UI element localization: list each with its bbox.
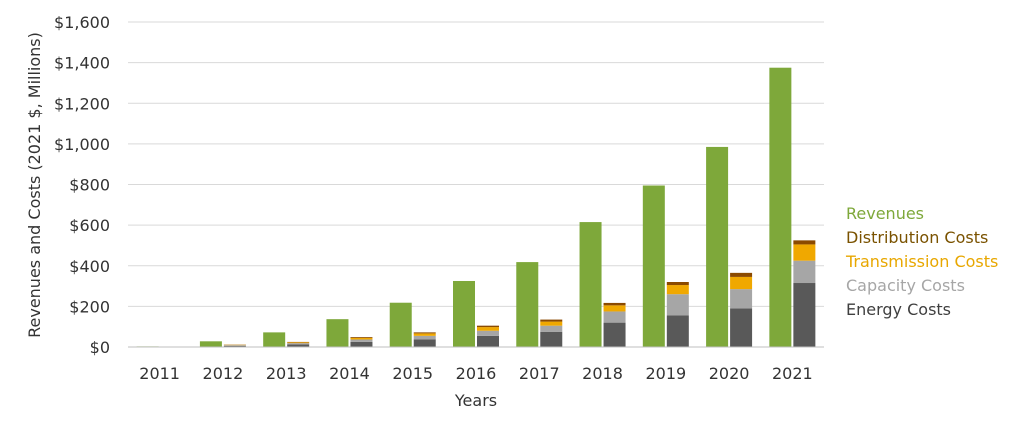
x-tick-label: 2018: [582, 364, 623, 383]
bars: [136, 67, 816, 347]
bar-energy-costs: [603, 322, 626, 347]
gridlines: [128, 21, 824, 307]
bar-capacity-costs: [223, 345, 246, 346]
x-tick-label: 2016: [456, 364, 497, 383]
x-axis-title: Years: [454, 391, 497, 410]
y-tick-label: $600: [69, 216, 110, 235]
bar-capacity-costs: [666, 294, 689, 316]
bar-revenues: [579, 222, 602, 347]
bar-capacity-costs: [793, 260, 816, 284]
bar-capacity-costs: [730, 289, 753, 309]
legend-item-distribution-costs: Distribution Costs: [846, 228, 988, 247]
bar-revenues: [516, 262, 539, 347]
bar-revenues: [389, 302, 412, 347]
legend-item-transmission-costs: Transmission Costs: [845, 252, 998, 271]
bar-distribution-costs: [477, 325, 499, 328]
y-tick-label: $1,600: [54, 13, 110, 32]
bar-transmission-costs: [603, 305, 626, 312]
bar-revenues: [453, 280, 475, 347]
legend: Revenues Distribution Costs Transmission C…: [845, 204, 998, 319]
bar-distribution-costs: [540, 319, 563, 322]
bar-capacity-costs: [350, 339, 373, 342]
bar-revenues: [263, 332, 286, 347]
x-tick-label: 2020: [709, 364, 750, 383]
bar-transmission-costs: [350, 337, 373, 340]
y-tick-label: $1,000: [54, 135, 110, 154]
bar-distribution-costs: [413, 332, 436, 334]
bar-capacity-costs: [603, 311, 626, 323]
y-tick-label: $200: [69, 297, 110, 316]
bar-energy-costs: [730, 308, 753, 347]
x-tick-label: 2021: [772, 364, 813, 383]
bar-transmission-costs: [793, 244, 816, 261]
bar-revenues: [326, 319, 349, 347]
y-tick-label: $400: [69, 257, 110, 276]
x-tick-label: 2013: [266, 364, 307, 383]
x-tick-label: 2011: [139, 364, 180, 383]
bar-distribution-costs: [793, 240, 816, 245]
y-tick-label: $1,200: [54, 94, 110, 113]
axes: $0 $200 $400 $600 $800 $1,000 $1,200 $1,400 $1,6…: [54, 13, 824, 383]
x-tick-label: 2017: [519, 364, 560, 383]
bar-transmission-costs: [287, 342, 310, 344]
bar-transmission-costs: [540, 321, 563, 326]
legend-item-energy-costs: Energy Costs: [846, 300, 951, 319]
x-tick-label: 2015: [392, 364, 433, 383]
bar-energy-costs: [540, 331, 563, 347]
x-tick-label: 2014: [329, 364, 370, 383]
bar-revenues: [769, 67, 792, 347]
bar-transmission-costs: [666, 285, 689, 295]
y-tick-label: $0: [90, 338, 110, 357]
bar-transmission-costs: [477, 327, 499, 331]
bar-energy-costs: [350, 341, 373, 347]
bar-energy-costs: [413, 339, 436, 347]
bar-distribution-costs: [666, 282, 689, 286]
bar-capacity-costs: [477, 330, 499, 336]
bar-capacity-costs: [540, 325, 563, 332]
bar-revenues: [642, 185, 665, 347]
bar-capacity-costs: [413, 335, 436, 340]
bar-distribution-costs: [730, 272, 753, 277]
x-tick-label: 2019: [645, 364, 686, 383]
bar-distribution-costs: [603, 302, 626, 306]
legend-item-revenues: Revenues: [846, 204, 924, 223]
bar-energy-costs: [223, 345, 246, 347]
bar-revenues: [706, 146, 729, 347]
bar-energy-costs: [477, 335, 499, 347]
bar-energy-costs: [793, 283, 816, 347]
y-tick-label: $800: [69, 176, 110, 195]
y-tick-label: $1,400: [54, 54, 110, 73]
y-axis-title: Revenues and Costs (2021 $, Millions): [25, 32, 44, 338]
legend-item-capacity-costs: Capacity Costs: [846, 276, 965, 295]
bar-revenues: [199, 341, 222, 347]
bar-capacity-costs: [287, 343, 310, 345]
bar-distribution-costs: [350, 337, 373, 338]
bar-energy-costs: [666, 315, 689, 347]
bar-energy-costs: [287, 344, 310, 347]
bar-transmission-costs: [730, 276, 753, 290]
x-tick-label: 2012: [203, 364, 244, 383]
bar-transmission-costs: [413, 333, 436, 336]
